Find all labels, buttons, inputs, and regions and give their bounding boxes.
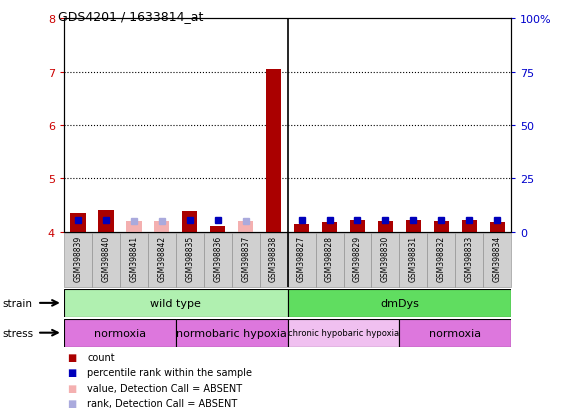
Bar	[490, 223, 505, 232]
Bar	[266, 70, 281, 232]
Bar	[462, 221, 477, 232]
Bar	[378, 221, 393, 232]
Text: GSM398838: GSM398838	[269, 235, 278, 281]
Bar	[350, 221, 365, 232]
FancyBboxPatch shape	[260, 233, 288, 287]
Text: GSM398841: GSM398841	[130, 235, 138, 281]
Bar	[126, 221, 142, 232]
Text: GSM398836: GSM398836	[213, 235, 222, 281]
FancyBboxPatch shape	[343, 233, 371, 287]
Text: normoxia: normoxia	[94, 328, 146, 338]
FancyBboxPatch shape	[148, 233, 175, 287]
FancyBboxPatch shape	[64, 233, 92, 287]
Text: GSM398829: GSM398829	[353, 235, 362, 281]
Bar	[182, 212, 198, 232]
FancyBboxPatch shape	[92, 233, 120, 287]
Text: GSM398828: GSM398828	[325, 235, 334, 281]
FancyBboxPatch shape	[288, 233, 315, 287]
Text: GSM398842: GSM398842	[157, 235, 166, 281]
FancyBboxPatch shape	[175, 233, 204, 287]
Text: GSM398833: GSM398833	[465, 235, 474, 281]
FancyBboxPatch shape	[428, 233, 456, 287]
FancyBboxPatch shape	[288, 319, 400, 347]
Bar	[433, 221, 449, 232]
FancyBboxPatch shape	[64, 289, 288, 317]
Bar	[238, 221, 253, 232]
FancyBboxPatch shape	[456, 233, 483, 287]
Text: count: count	[87, 352, 115, 362]
Text: GSM398835: GSM398835	[185, 235, 194, 281]
Text: ■: ■	[67, 367, 76, 377]
Text: normobaric hypoxia: normobaric hypoxia	[176, 328, 287, 338]
Text: GSM398830: GSM398830	[381, 235, 390, 281]
Text: ■: ■	[67, 398, 76, 408]
Text: GSM398837: GSM398837	[241, 235, 250, 281]
Text: ■: ■	[67, 352, 76, 362]
Text: GSM398834: GSM398834	[493, 235, 502, 281]
FancyBboxPatch shape	[371, 233, 400, 287]
Text: normoxia: normoxia	[429, 328, 482, 338]
Text: percentile rank within the sample: percentile rank within the sample	[87, 367, 252, 377]
Text: GSM398827: GSM398827	[297, 235, 306, 281]
Text: GSM398831: GSM398831	[409, 235, 418, 281]
Bar	[322, 223, 337, 232]
Bar	[98, 211, 113, 232]
Text: rank, Detection Call = ABSENT: rank, Detection Call = ABSENT	[87, 398, 238, 408]
FancyBboxPatch shape	[232, 233, 260, 287]
Text: value, Detection Call = ABSENT: value, Detection Call = ABSENT	[87, 383, 242, 393]
Bar	[154, 221, 170, 232]
FancyBboxPatch shape	[175, 319, 288, 347]
Text: dmDys: dmDys	[380, 298, 419, 308]
Bar	[294, 224, 309, 232]
Text: GDS4201 / 1633814_at: GDS4201 / 1633814_at	[58, 10, 203, 23]
FancyBboxPatch shape	[120, 233, 148, 287]
FancyBboxPatch shape	[400, 233, 428, 287]
Bar	[406, 221, 421, 232]
Text: strain: strain	[3, 298, 33, 308]
Text: GSM398832: GSM398832	[437, 235, 446, 281]
Text: chronic hypobaric hypoxia: chronic hypobaric hypoxia	[288, 328, 399, 337]
Text: wild type: wild type	[150, 298, 201, 308]
Text: GSM398839: GSM398839	[73, 235, 83, 281]
Bar	[210, 227, 225, 232]
FancyBboxPatch shape	[288, 289, 511, 317]
Text: GSM398840: GSM398840	[101, 235, 110, 281]
FancyBboxPatch shape	[204, 233, 232, 287]
Text: ■: ■	[67, 383, 76, 393]
Bar	[70, 214, 85, 232]
FancyBboxPatch shape	[315, 233, 343, 287]
FancyBboxPatch shape	[483, 233, 511, 287]
FancyBboxPatch shape	[64, 319, 175, 347]
FancyBboxPatch shape	[400, 319, 511, 347]
Text: stress: stress	[3, 328, 34, 338]
